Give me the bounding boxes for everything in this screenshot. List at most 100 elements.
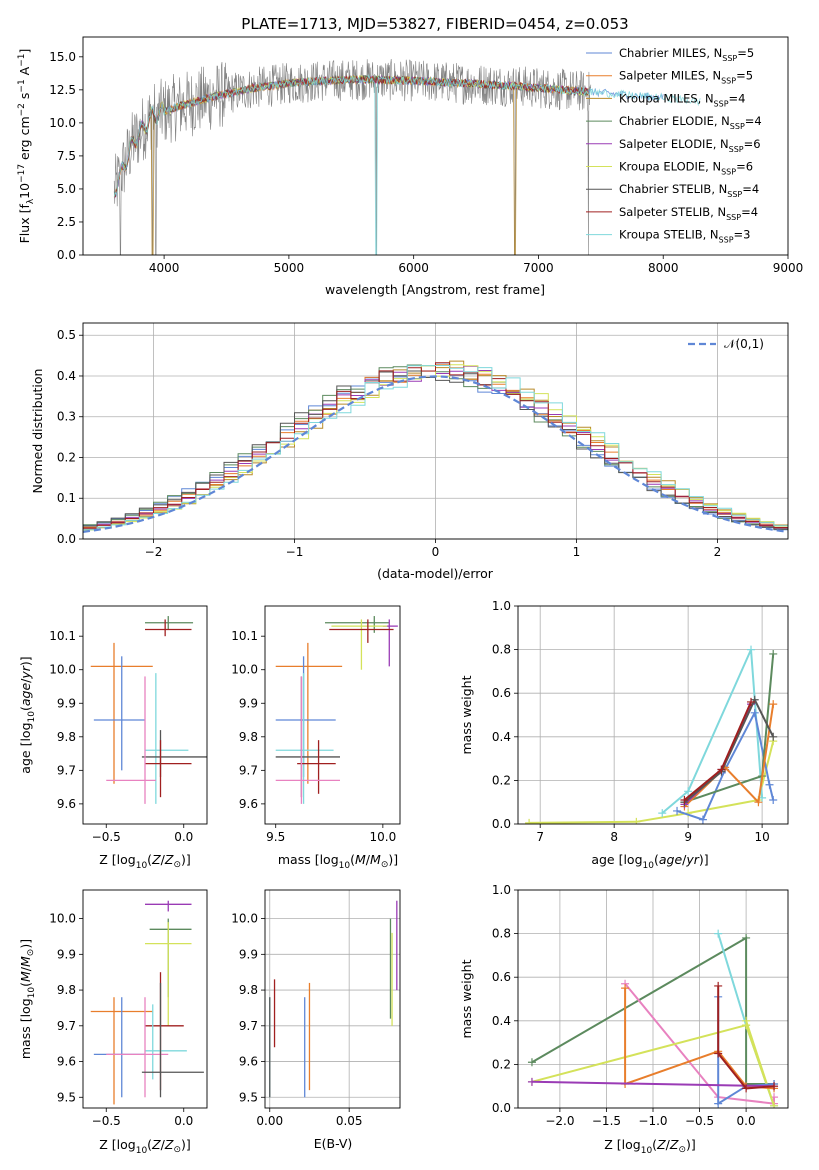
y-tick-label: 9.5 [239, 1090, 258, 1104]
x-tick-label: −1 [286, 545, 304, 559]
axes-frame [82, 889, 208, 1109]
x-axis-label: mass [log10(M/M⊙)] [278, 852, 398, 871]
plot-area-age_vs_Z [90, 616, 207, 804]
x-tick-label: 9 [684, 830, 692, 844]
y-tick-label: 0.2 [57, 450, 76, 464]
weight-line [683, 697, 775, 803]
weight-marker [770, 1101, 779, 1108]
y-tick-label: 0.5 [57, 328, 76, 342]
x-axis-label: (data-model)/error [377, 566, 494, 581]
errorbar-point [145, 740, 192, 798]
x-tick-label: 2 [714, 545, 722, 559]
axes-age_vs_mass: 9.5 10.0 9.6 9.7 9.8 9.9 10.0 10.1 mass [log10(M… [231, 605, 401, 871]
x-tick-label: 9.5 [266, 830, 285, 844]
errorbar-point [331, 619, 388, 670]
weight-marker [714, 1099, 723, 1108]
y-tick-label: 15.0 [49, 50, 76, 64]
x-tick-label: 5000 [274, 261, 305, 275]
legend-label: Chabrier STELIB, NSSP=4 [619, 182, 759, 199]
y-tick-label: 0.3 [57, 410, 76, 424]
axes-frame [82, 605, 208, 825]
y-axis-label: Flux [fλ10−17 erg cm−2 s−1 A−1] [17, 49, 36, 244]
errorbar-point [149, 918, 192, 998]
y-tick-label: 9.6 [239, 1055, 258, 1069]
y-tick-label: 0.6 [492, 686, 511, 700]
x-tick-label: 0.05 [336, 1114, 363, 1128]
errorbar-point [106, 997, 169, 1098]
weight-marker [680, 796, 689, 805]
weight-marker [747, 697, 756, 706]
x-tick-label: 4000 [149, 261, 180, 275]
y-tick-label: 9.6 [239, 797, 258, 811]
x-tick-label: 0.0 [174, 1114, 193, 1128]
y-tick-label: 10.1 [231, 629, 258, 643]
legend-label: Salpeter ELODIE, NSSP=6 [619, 137, 761, 154]
weight-line [676, 709, 775, 821]
axes-weight_vs_age: 7 8 9 10 0.0 0.2 0.4 0.6 0.8 1.0 age [log10(age/yr… [459, 599, 789, 871]
plot-area-age_vs_mass [275, 616, 398, 804]
x-tick-label: 0 [432, 545, 440, 559]
y-tick-label: 1.0 [492, 883, 511, 897]
y-axis-label: mass weight [459, 675, 474, 754]
axes-frame [82, 322, 789, 540]
weight-marker [714, 1049, 723, 1058]
y-tick-label: 0.4 [492, 1014, 511, 1028]
x-tick-label: −1.0 [638, 1114, 667, 1128]
x-tick-label: 8000 [648, 261, 679, 275]
weight-marker [632, 817, 641, 824]
errorbar-point [275, 673, 334, 804]
weight-line [531, 1020, 775, 1107]
weight-marker [770, 1082, 779, 1091]
x-tick-label: 1 [573, 545, 581, 559]
weight-marker [769, 700, 778, 709]
weight-marker [684, 787, 693, 796]
weight-marker [673, 806, 682, 815]
y-tick-label: 9.9 [57, 696, 76, 710]
figure-title: PLATE=1713, MJD=53827, FIBERID=0454, z=0… [241, 15, 628, 33]
y-tick-label: 9.7 [57, 1019, 76, 1033]
x-tick-label: 10 [754, 830, 769, 844]
weight-marker [769, 649, 778, 658]
weight-line [661, 649, 764, 814]
weight-marker [717, 765, 726, 774]
x-tick-label: 6000 [398, 261, 429, 275]
y-tick-label: 0.0 [492, 817, 511, 831]
weight-marker [527, 1077, 536, 1086]
weight-marker [742, 933, 751, 942]
weight-line [683, 703, 775, 808]
weight-marker [769, 732, 778, 741]
y-tick-label: 0.0 [57, 532, 76, 546]
plot-area-spectrum [113, 58, 701, 255]
y-tick-label: 0.8 [492, 643, 511, 657]
legend-label: Kroupa STELIB, NSSP=3 [619, 228, 750, 245]
weight-series [714, 981, 779, 1093]
x-axis-label: Z [log10(Z/Z⊙)] [99, 1137, 191, 1156]
y-tick-label: 7.5 [57, 149, 76, 163]
errorbar-point [106, 676, 156, 804]
x-axis-label: E(B-V) [314, 1136, 353, 1151]
errorbar-point [93, 997, 145, 1098]
x-tick-label: −0.5 [92, 1114, 121, 1128]
errorbar-point [145, 1004, 187, 1080]
axes-spectrum: 4000 5000 6000 7000 8000 9000 0.0 2.5 5.0 7.5 10.0… [17, 36, 803, 297]
errorbar-point [145, 673, 189, 804]
y-tick-label: 5.0 [57, 182, 76, 196]
weight-marker [658, 809, 667, 818]
y-tick-label: 9.6 [57, 797, 76, 811]
plot-area-weight_vs_Z [527, 929, 779, 1108]
y-tick-label: 10.0 [49, 663, 76, 677]
y-tick-label: 9.8 [57, 983, 76, 997]
y-axis-label: mass [log10(M/M⊙)] [18, 939, 37, 1059]
x-tick-label: −2 [145, 545, 163, 559]
weight-marker [621, 984, 630, 993]
weight-line [717, 985, 775, 1090]
y-tick-label: 9.8 [239, 730, 258, 744]
y-tick-label: 9.9 [239, 947, 258, 961]
model-spectrum-line [113, 74, 701, 255]
axes-mass_vs_EBV: 0.00 0.05 9.5 9.6 9.7 9.8 9.9 10.0 E(B-V) [231, 889, 401, 1151]
x-tick-label: −0.5 [685, 1114, 714, 1128]
plots-layer: 4000 5000 6000 7000 8000 90000.02.55.07.510.0… [17, 36, 803, 1156]
y-tick-label: 9.9 [57, 947, 76, 961]
errorbar-point [275, 656, 336, 778]
